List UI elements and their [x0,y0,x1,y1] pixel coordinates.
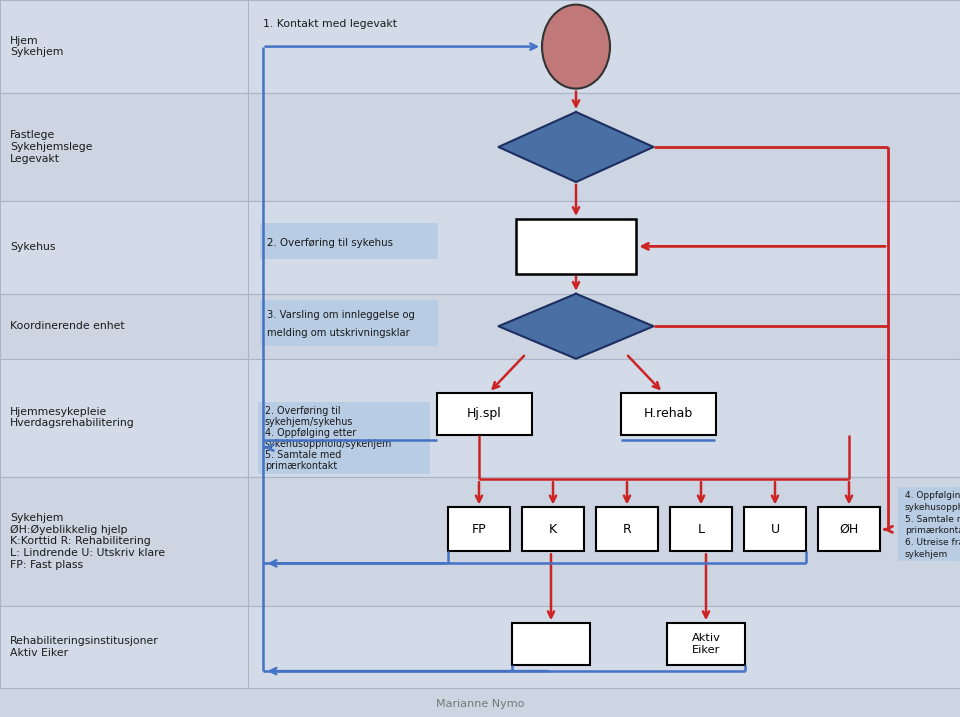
Text: H.rehab: H.rehab [643,407,692,420]
Text: sykehusopphold: sykehusopphold [905,503,960,512]
Bar [259,224,438,260]
Text: sykehusopphold/sykehjem: sykehusopphold/sykehjem [265,439,392,449]
Bar [596,508,658,551]
Text: Hjem
Sykehjem: Hjem Sykehjem [10,36,63,57]
Text: K: K [549,523,557,536]
Text: Aktiv
Eiker: Aktiv Eiker [691,633,720,655]
Text: 4. Oppfølging etter: 4. Oppfølging etter [905,491,960,500]
Text: Rehabiliteringsinstitusjoner
Aktiv Eiker: Rehabiliteringsinstitusjoner Aktiv Eiker [10,636,158,658]
Text: sykehjem: sykehjem [905,550,948,559]
Text: 2. Overføring til: 2. Overføring til [265,406,340,416]
Text: primærkontakt: primærkontakt [265,461,337,471]
Bar [0,477,960,606]
Bar [670,508,732,551]
Text: ØH: ØH [839,523,858,536]
Bar [744,508,806,551]
Bar [620,393,715,435]
Bar [0,606,960,688]
Bar [512,623,590,665]
Bar [818,508,880,551]
Bar [522,508,584,551]
Bar [898,488,960,561]
Text: 5. Samtale med: 5. Samtale med [905,515,960,523]
Bar [0,0,960,93]
Text: Sykehjem
ØH:Øyeblikkelig hjelp
K:Korttid R: Rehabilitering
L: Lindrende U: Utskr: Sykehjem ØH:Øyeblikkelig hjelp K:Korttid… [10,513,165,570]
Bar [437,393,532,435]
Text: sykehjem/sykehus: sykehjem/sykehus [265,417,353,427]
Bar [667,623,745,665]
Text: U: U [771,523,780,536]
Text: L: L [698,523,705,536]
Text: Fastlege
Sykehjemslege
Legevakt: Fastlege Sykehjemslege Legevakt [10,130,92,163]
Polygon shape [498,294,654,358]
Text: melding om utskrivningsklar: melding om utskrivningsklar [267,328,409,338]
Text: 5. Samtale med: 5. Samtale med [265,450,341,460]
Bar [259,300,438,346]
Text: 6. Utreise fra: 6. Utreise fra [905,538,960,547]
Text: 2. Overføring til sykehus: 2. Overføring til sykehus [267,237,393,247]
Text: 3. Varsling om innleggelse og: 3. Varsling om innleggelse og [267,310,415,320]
Text: 4. Oppfølging etter: 4. Oppfølging etter [265,427,356,437]
Bar [0,201,960,294]
Ellipse shape [542,4,610,89]
Text: 1. Kontakt med legevakt: 1. Kontakt med legevakt [263,19,396,29]
Text: FP: FP [471,523,487,536]
Text: Hj.spl: Hj.spl [467,407,501,420]
Bar [0,93,960,201]
Bar [516,219,636,274]
Bar [0,358,960,477]
Text: Sykehus: Sykehus [10,242,56,252]
Text: Hjemmesykepleie
Hverdagsrehabilitering: Hjemmesykepleie Hverdagsrehabilitering [10,407,134,429]
Bar [0,294,960,358]
Text: Marianne Nymo: Marianne Nymo [436,699,524,709]
Text: R: R [623,523,632,536]
Text: primærkontakt: primærkontakt [905,526,960,536]
Bar [257,402,430,474]
Polygon shape [498,112,654,182]
Bar [448,508,510,551]
Text: Koordinerende enhet: Koordinerende enhet [10,321,125,331]
